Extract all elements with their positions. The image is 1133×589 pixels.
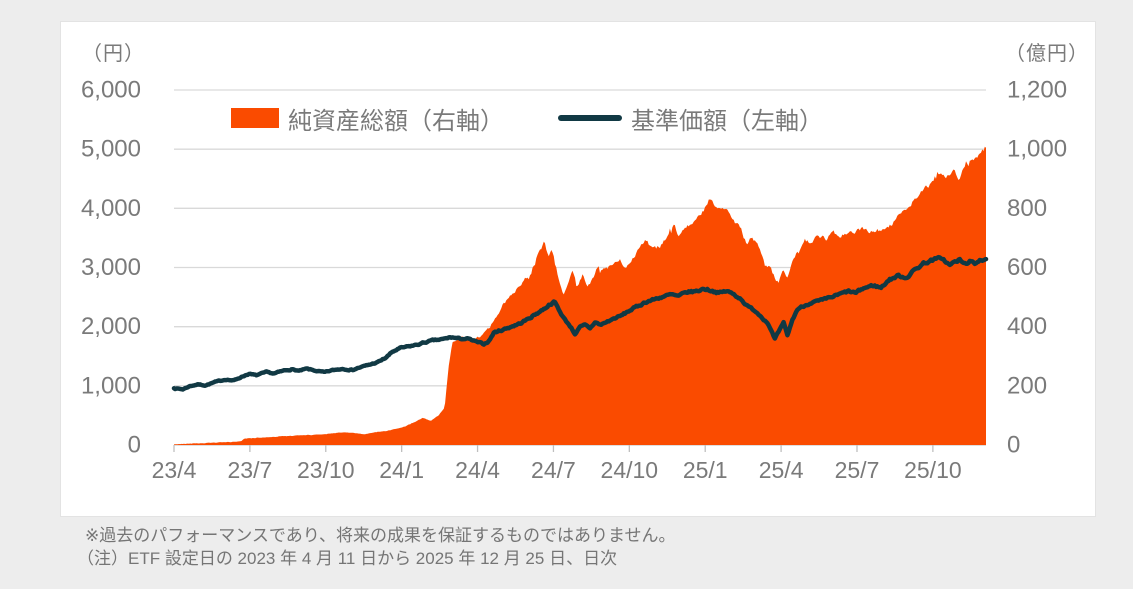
left-axis-unit-label: （円） [82,43,145,65]
left-axis-tick-label: 0 [128,432,141,459]
left-axis-tick-label: 5,000 [81,136,141,163]
legend-item-nav: 基準価額（左軸） [558,101,823,136]
x-axis-tick-label: 24/4 [455,457,500,483]
x-axis-tick-label: 25/4 [759,457,804,483]
right-axis-tick-label: 1,000 [1007,136,1067,163]
x-axis-tick-label: 23/4 [152,457,197,483]
x-axis-tick-label: 25/1 [683,457,728,483]
line-series-swatch [558,115,622,121]
area-series-swatch [231,108,279,128]
right-axis-tick-label: 1,200 [1007,77,1067,104]
x-axis-tick-label: 25/7 [835,457,880,483]
chart-legend: 純資産総額（右軸） 基準価額（左軸） [231,104,823,135]
chart-card: 6,000 1,200 5,000 1,000 4,000 800 3,000 600 2,00… [60,21,1096,517]
left-axis-tick-label: 2,000 [81,313,141,340]
left-axis-tick-label: 1,000 [81,372,141,399]
x-axis-tick-label: 24/10 [601,457,659,483]
right-axis-tick-label: 0 [1007,432,1020,459]
right-axis-unit-label: （億円） [1005,43,1089,65]
footnote-disclaimer: ※過去のパフォーマンスであり、将来の成果を保証するものではありません。 [85,526,676,545]
right-axis-tick-label: 600 [1007,254,1047,281]
combo-chart: 6,000 1,200 5,000 1,000 4,000 800 3,000 600 2,00… [81,77,1067,484]
right-axis-tick-label: 200 [1007,372,1047,399]
right-axis-tick-label: 400 [1007,313,1047,340]
right-axis-tick-label: 800 [1007,195,1047,222]
left-axis-tick-label: 4,000 [81,195,141,222]
x-axis-tick-label: 25/10 [904,457,962,483]
left-axis-tick-label: 3,000 [81,254,141,281]
nav-line-series [171,254,989,392]
x-axis-tick-label: 23/10 [297,457,355,483]
x-axis-tick-label: 24/1 [379,457,424,483]
left-axis-tick-label: 6,000 [81,77,141,104]
legend-item-net-assets: 純資産総額（右軸） [231,101,504,136]
footnotes: ※過去のパフォーマンスであり、将来の成果を保証するものではありません。 （注）E… [77,524,676,570]
x-axis-tick-label: 24/7 [531,457,576,483]
footnote-period: （注）ETF 設定日の 2023 年 4 月 11 日から 2025 年 12 … [77,549,618,568]
net-assets-area-series [174,146,986,445]
legend-label-nav: 基準価額（左軸） [631,107,823,135]
x-axis-tick-label: 23/7 [228,457,273,483]
legend-label-net-assets: 純資産総額（右軸） [288,107,504,135]
